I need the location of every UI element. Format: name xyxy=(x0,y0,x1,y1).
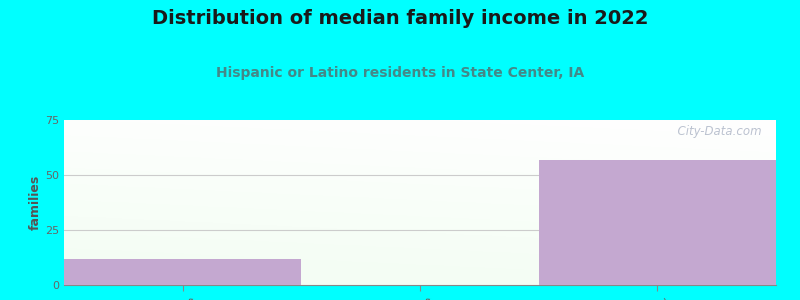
Text: City-Data.com: City-Data.com xyxy=(670,125,762,138)
Bar xyxy=(64,259,302,285)
Text: Hispanic or Latino residents in State Center, IA: Hispanic or Latino residents in State Ce… xyxy=(216,66,584,80)
Y-axis label: families: families xyxy=(30,175,42,230)
Text: Distribution of median family income in 2022: Distribution of median family income in … xyxy=(152,9,648,28)
Bar xyxy=(538,160,776,285)
